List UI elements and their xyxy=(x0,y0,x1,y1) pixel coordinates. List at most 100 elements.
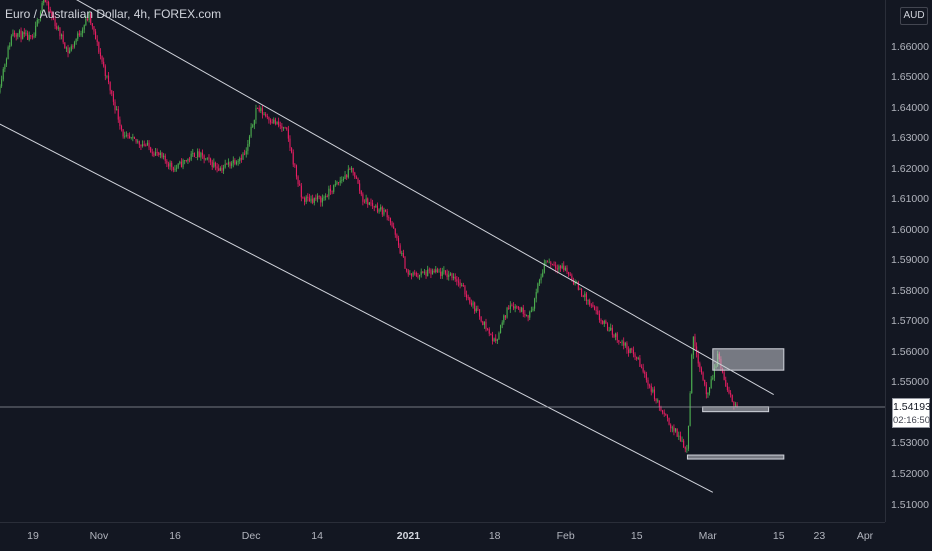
candle-body xyxy=(135,138,137,142)
candle-body xyxy=(684,446,686,450)
time-tick-label: 19 xyxy=(27,530,39,542)
candle-body xyxy=(133,136,136,139)
candle-body xyxy=(167,163,170,167)
candle-body xyxy=(127,135,129,136)
candle-body xyxy=(632,349,634,355)
candle-body xyxy=(712,377,714,380)
candle-body xyxy=(691,355,693,394)
candle-body xyxy=(124,135,126,137)
candle-body xyxy=(232,160,234,164)
candle-body xyxy=(17,33,19,37)
candle-body xyxy=(103,61,105,67)
candle-body xyxy=(386,211,388,218)
candle-body xyxy=(182,160,184,168)
candle-body xyxy=(466,294,468,298)
candle-body xyxy=(198,151,200,158)
candle-body xyxy=(689,393,691,426)
time-tick-label: 14 xyxy=(311,530,323,542)
candle-body xyxy=(561,265,563,269)
chart-title: Euro / Australian Dollar, 4h, FOREX.com xyxy=(5,7,222,21)
candle-body xyxy=(297,176,299,185)
chart-area[interactable] xyxy=(0,0,885,522)
candle-body xyxy=(491,334,494,342)
candle-body xyxy=(555,265,557,269)
candle-body xyxy=(73,42,76,47)
candle-body xyxy=(679,435,681,442)
candle-body xyxy=(318,196,320,197)
candle-body xyxy=(393,226,395,229)
price-tick-label: 1.53000 xyxy=(891,437,929,450)
candle-body xyxy=(683,440,685,447)
candle-body xyxy=(681,440,683,442)
candle-body xyxy=(626,343,628,350)
candle-body xyxy=(312,198,314,203)
candle-body xyxy=(101,56,103,62)
time-tick-label: 15 xyxy=(772,530,785,542)
candle-body xyxy=(587,300,589,302)
candle-body xyxy=(352,168,354,173)
candle-body xyxy=(43,0,45,3)
candle-body xyxy=(658,400,660,407)
candle-body xyxy=(422,271,424,273)
currency-label[interactable]: AUD xyxy=(900,7,928,25)
candle-body xyxy=(143,144,145,146)
candle-body xyxy=(493,338,495,342)
time-axis[interactable]: 19 Nov 16 Dec 14 2021 18 Feb 15 Mar 15 23 Apr xyxy=(0,522,885,551)
candle-body xyxy=(150,147,152,153)
candle-body xyxy=(508,307,510,309)
candle-body xyxy=(419,274,421,277)
candle-body xyxy=(647,379,649,386)
candle-body xyxy=(417,276,419,277)
candle-body xyxy=(726,386,728,391)
candle-body xyxy=(148,142,150,148)
candle-body xyxy=(433,270,435,272)
candle-body xyxy=(537,283,539,293)
price-axis[interactable]: 1.66000 1.65000 1.64000 1.63000 1.62000 1.610… xyxy=(885,0,932,522)
candle-body xyxy=(613,334,615,337)
candle-body xyxy=(114,101,116,110)
candle-body xyxy=(532,308,534,311)
candle-body xyxy=(407,270,409,275)
candle-body xyxy=(512,305,515,309)
candle-body xyxy=(709,387,711,393)
candle-body xyxy=(9,45,11,48)
candle-body xyxy=(56,26,58,29)
candle-body xyxy=(0,86,1,93)
candle-body xyxy=(639,358,641,367)
candle-body xyxy=(482,321,484,325)
candle-body xyxy=(618,340,620,342)
candle-body xyxy=(257,108,259,109)
candle-body xyxy=(161,153,163,157)
candle-body xyxy=(229,162,231,166)
candle-body xyxy=(388,217,390,219)
candle-body xyxy=(153,153,155,156)
candle-body xyxy=(629,348,631,353)
candle-body xyxy=(534,298,536,309)
candle-body xyxy=(132,136,134,138)
candle-body xyxy=(106,75,108,77)
candle-body xyxy=(342,178,344,180)
candle-body xyxy=(634,354,636,358)
candle-body xyxy=(140,144,142,147)
candle-body xyxy=(36,19,38,26)
candle-body xyxy=(75,38,77,43)
candle-body xyxy=(571,275,573,280)
candle-body xyxy=(451,273,453,278)
last-price-value: 1.54193 xyxy=(893,401,931,413)
candle-body xyxy=(210,158,212,162)
price-chart[interactable] xyxy=(0,0,885,522)
candle-body xyxy=(572,279,575,285)
candle-body xyxy=(304,198,306,202)
candle-body xyxy=(109,82,111,91)
time-tick-label: Mar xyxy=(698,530,717,542)
candle-body xyxy=(46,2,48,3)
candle-body xyxy=(670,424,672,429)
price-tick-label: 1.52000 xyxy=(891,467,929,480)
candle-body xyxy=(475,308,477,312)
candle-body xyxy=(7,47,9,60)
candle-body xyxy=(619,341,622,343)
candle-body xyxy=(527,315,529,318)
candle-body xyxy=(96,39,98,43)
candle-body xyxy=(603,321,605,324)
candle-body xyxy=(82,29,84,34)
